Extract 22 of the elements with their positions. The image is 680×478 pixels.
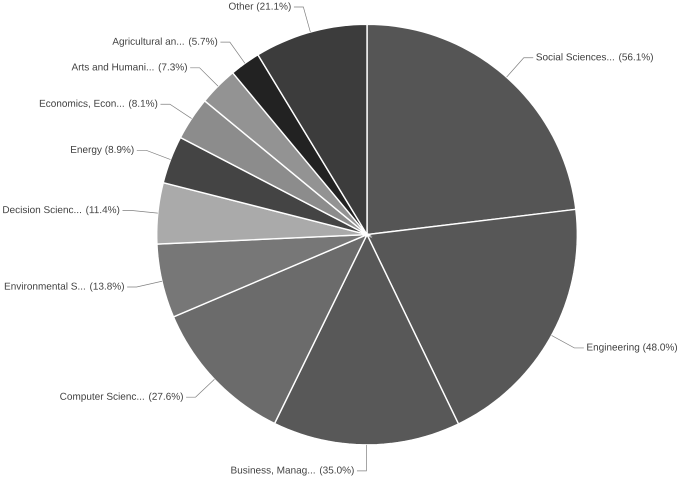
slice-label: Engineering — [587, 343, 640, 353]
slice-label: Computer Scienc... — [60, 392, 144, 402]
slice-label: Arts and Humani... — [72, 63, 154, 71]
data-label: (7.3%) — [158, 63, 187, 72]
slice-label: Decision Scienc... — [3, 206, 81, 214]
slice-label: Business, Manag... — [231, 466, 315, 476]
slice-label: Agricultural an... — [112, 38, 184, 47]
data-label: (5.7%) — [188, 38, 218, 47]
data-label: (35.0%) — [320, 466, 354, 476]
slice-label: Environmental S... — [4, 282, 85, 290]
slice-label: Economics, Econ... — [40, 100, 124, 108]
data-label: (27.6%) — [149, 392, 183, 402]
data-label: (21.1%) — [256, 2, 291, 12]
data-label: (56.1%) — [619, 53, 653, 62]
slice-label: Social Sciences... — [536, 53, 614, 60]
slice-label: Other — [228, 2, 254, 10]
slice-label: Energy — [71, 146, 102, 156]
data-label: (13.8%) — [90, 282, 124, 292]
data-label: (8.1%) — [129, 100, 158, 109]
data-label: (48.0%) — [643, 343, 678, 353]
data-label: (11.4%) — [86, 206, 120, 216]
data-label: (8.9%) — [105, 146, 134, 156]
